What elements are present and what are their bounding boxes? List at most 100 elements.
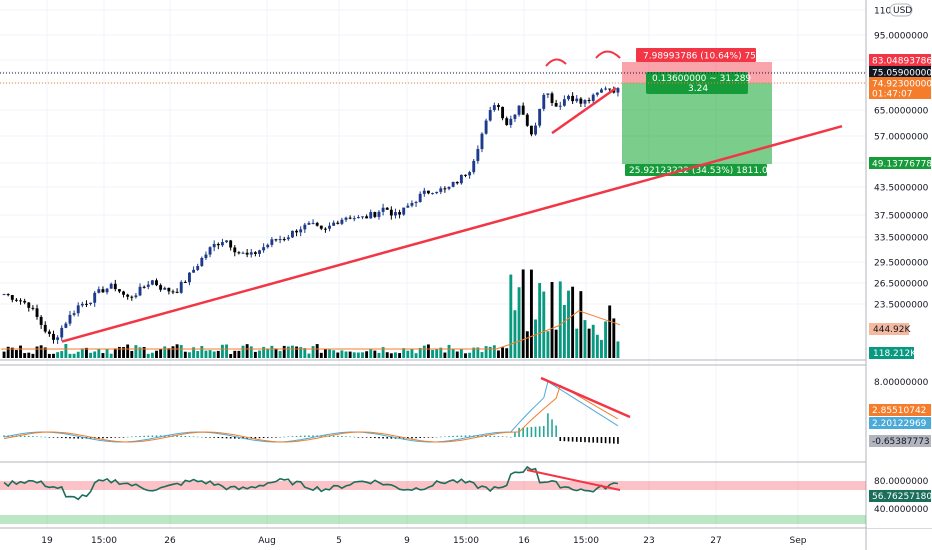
macd-divergence-line[interactable] [540, 376, 631, 419]
candle-body [266, 244, 270, 248]
volume-bar [93, 351, 97, 358]
candle-body [455, 181, 459, 184]
rsi-value: 56.76257180 [872, 492, 932, 502]
macd-histogram-bar [188, 436, 191, 437]
macd-histogram-bar [439, 436, 442, 438]
volume-bar [155, 350, 158, 358]
candle-body [501, 106, 505, 119]
macd-histogram-bar [3, 435, 5, 437]
macd-hist-value: -0.65387773 [872, 437, 930, 447]
grid-lines [0, 0, 866, 528]
candle-body [385, 207, 389, 210]
candle-body [171, 291, 175, 293]
macd-histogram-bar [184, 435, 187, 437]
candle-body [80, 303, 84, 306]
volume-bar [550, 282, 554, 358]
macd-histogram-bar [225, 437, 228, 439]
macd-histogram-bar [23, 435, 26, 437]
volume-bar [220, 344, 224, 358]
macd-histogram-bar [468, 435, 471, 437]
candle-body [19, 300, 22, 302]
time-tick: 23 [643, 536, 654, 546]
volume-bar [311, 346, 315, 358]
volume-bar [385, 352, 389, 358]
candle-body [546, 93, 550, 95]
macd-histogram-bar [229, 437, 232, 439]
price-axis: 110. 95.0000000 83.04893786 75.0590000074.9… [867, 0, 932, 528]
candle-body [262, 247, 266, 251]
volume-bar [468, 352, 472, 358]
macd-histogram-bar [542, 425, 545, 437]
volume-bar [163, 346, 167, 358]
volume-bar [534, 319, 537, 358]
candle-body [554, 103, 558, 107]
trend-lines[interactable] [61, 50, 843, 343]
candle-body [192, 269, 196, 273]
macd-histogram-bar [497, 436, 500, 437]
target-zone[interactable] [622, 83, 772, 164]
candle-body [558, 105, 562, 107]
price-tick: 37.5000000 [874, 212, 929, 222]
macd-histogram-bar [477, 435, 479, 437]
candle-body [418, 193, 422, 203]
trend-line-rising-support[interactable] [61, 125, 843, 343]
time-tick: 15:00 [573, 536, 599, 546]
time-tick: 26 [164, 536, 176, 546]
volume-bar [113, 348, 117, 358]
candle-body [447, 186, 451, 189]
candle-body [406, 205, 410, 208]
volume-bar [167, 348, 171, 358]
price-tick: 49.13776778 [872, 160, 932, 170]
volume-bar [196, 351, 200, 358]
volume-bar [356, 352, 360, 358]
volume-bar [134, 345, 138, 358]
macd-histogram-bar [336, 435, 339, 437]
candle-body [113, 283, 117, 290]
candle-body [237, 252, 241, 254]
macd-histogram-bar [196, 436, 199, 438]
currency-badge[interactable] [889, 3, 913, 17]
short-position-tool[interactable]: 7.98993786 (10.64%) 750 0.13600000 ~ 31.2… [622, 48, 774, 176]
candle-body [591, 94, 595, 101]
macd-tick: 8.00000000 [874, 378, 929, 388]
volume-bar [328, 349, 331, 358]
pattern-arc-left [545, 58, 567, 67]
volume-bar [200, 346, 204, 358]
time-tick: 16 [518, 536, 530, 546]
volume-bar [587, 328, 591, 358]
candle-body [68, 314, 72, 324]
volume-bar [608, 305, 612, 358]
candle-body [229, 240, 233, 248]
time-tick: Sep [790, 536, 807, 546]
volume-bar [14, 350, 18, 358]
volume-bar [492, 345, 496, 358]
volume-bar [208, 350, 212, 358]
volume-bar [558, 281, 562, 358]
rsi-line [3, 465, 619, 501]
macd-histogram-bar [563, 437, 566, 442]
center-label-1: 0.13600000 ~ 31.289 [652, 74, 751, 84]
macd-histogram-bar [81, 437, 84, 439]
volume-bar [600, 339, 603, 358]
target-price-tag [869, 157, 931, 169]
macd-histogram-bar [114, 437, 117, 438]
macd-histogram-bar [98, 437, 100, 439]
volume-bar [192, 347, 196, 358]
volume-bar [595, 334, 599, 358]
price-tick: 26.5000000 [874, 280, 929, 290]
candle-body [579, 98, 583, 104]
macd-tag [869, 417, 931, 429]
candle-body [295, 230, 299, 233]
rsi-divergence-line[interactable] [526, 469, 621, 491]
volume-bar [188, 352, 191, 358]
volume-bar [402, 348, 406, 358]
rsi-bands [0, 481, 866, 524]
candle-body [175, 291, 179, 293]
macd-histogram-bar [201, 436, 203, 438]
candle-body [525, 114, 529, 126]
macd-histogram-bar [357, 437, 360, 438]
candle-body [542, 94, 546, 109]
trend-line-rising-wedge[interactable] [551, 87, 617, 135]
volume-bar [274, 348, 278, 358]
macd-histogram-bar [530, 427, 533, 437]
